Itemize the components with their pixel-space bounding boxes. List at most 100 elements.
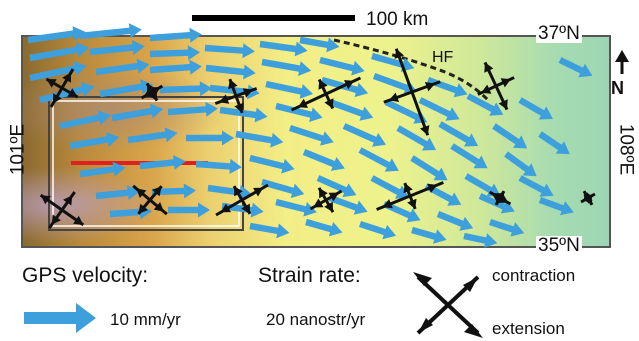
gps-arrow — [99, 79, 154, 98]
gps-arrow — [319, 56, 365, 76]
gps-arrow — [159, 81, 212, 97]
gps-arrow — [127, 127, 178, 144]
gps-arrow — [302, 149, 345, 171]
gps-velocity-arrows — [27, 23, 593, 248]
strain-arrowhead — [152, 186, 162, 197]
gps-arrow — [518, 97, 553, 120]
strain-arrowhead — [40, 195, 51, 205]
legend-strain-title: Strain rate: — [258, 264, 361, 287]
north-label: N — [611, 78, 624, 98]
strain-arrowhead — [53, 93, 62, 104]
gps-arrow — [382, 201, 421, 223]
strain-arm — [241, 183, 269, 202]
strain-arrowhead — [73, 215, 84, 225]
gps-arrow — [504, 151, 537, 177]
strain-arm — [215, 198, 243, 217]
strain-arrowhead — [241, 203, 250, 214]
strain-cross-icon — [413, 272, 483, 338]
strain-arrowhead — [313, 198, 324, 208]
legend-strain-value: 20 nanostr/yr — [266, 310, 366, 329]
gps-arrow — [149, 45, 200, 61]
gps-arrow — [151, 183, 196, 199]
gps-arrow — [358, 147, 399, 172]
strain-arrowhead — [46, 79, 57, 88]
strain-arrowhead — [324, 201, 333, 213]
gps-arrow — [139, 155, 186, 170]
longitude-label-right: 108ºE — [615, 123, 637, 176]
gps-arrow — [418, 97, 460, 121]
strain-arrowhead — [153, 202, 164, 212]
gps-arrow — [518, 175, 554, 197]
strain-arrowhead — [228, 79, 238, 90]
gps-arrow — [195, 158, 242, 174]
gps-arrow — [69, 132, 120, 150]
strain-arrowhead — [403, 183, 413, 194]
gps-arrow — [265, 80, 313, 99]
strain-arrowhead — [319, 187, 328, 199]
study-area-box-inner — [52, 100, 240, 227]
legend-extension-label: extension — [492, 319, 565, 338]
strain-arrowhead — [495, 191, 504, 202]
strain-arm — [290, 92, 327, 112]
strain-arrowhead — [242, 88, 253, 98]
strain-arrowhead — [136, 188, 147, 198]
gps-arrow — [149, 27, 202, 43]
strain-arm — [383, 90, 413, 104]
gps-arrow — [186, 130, 234, 146]
gps-arrow — [261, 178, 305, 198]
gps-arrow — [438, 121, 479, 147]
latitude-label-top: 37ºN — [536, 23, 582, 44]
gps-arrow — [359, 221, 397, 240]
gps-arrow — [95, 185, 140, 201]
strain-arrowhead — [219, 94, 230, 104]
scale-bar-label: 100 km — [366, 9, 429, 30]
gps-arrow-icon — [24, 303, 96, 333]
strain-arrowhead — [253, 187, 264, 197]
strain-arrowhead — [62, 72, 71, 83]
gps-arrow — [89, 40, 145, 56]
gps-arrow — [372, 73, 418, 95]
gps-arrow — [204, 43, 255, 59]
longitude-label-left: 101ºE — [7, 123, 29, 176]
gps-arrow — [492, 123, 528, 149]
gps-arrow — [489, 219, 525, 237]
gps-arrow — [342, 123, 386, 147]
gps-arrow — [79, 23, 142, 40]
gps-arrow — [538, 197, 574, 216]
gps-arrow — [249, 222, 290, 239]
gps-arrow — [384, 99, 428, 124]
gps-arrow — [321, 76, 369, 98]
gps-arrow — [370, 175, 410, 199]
strain-arrowhead — [481, 84, 492, 94]
gps-arrow — [79, 161, 126, 178]
legend-contraction-label: contraction — [492, 266, 576, 285]
strain-arrowhead — [234, 102, 244, 113]
strain-arm — [325, 76, 362, 96]
gps-arrow — [259, 40, 308, 57]
gps-arrow — [219, 106, 268, 123]
gps-arrow — [205, 64, 256, 80]
strain-rate-crosses — [39, 48, 596, 229]
strain-arrowhead — [394, 48, 404, 59]
strain-arrowhead — [344, 80, 355, 90]
strain-arrowhead — [234, 186, 243, 197]
strain-arrowhead — [138, 203, 148, 214]
gps-arrow — [316, 175, 357, 198]
gps-arrow — [168, 202, 210, 218]
strain-arrowhead — [297, 98, 308, 108]
gps-arrow — [111, 103, 164, 122]
gps-arrow — [275, 198, 317, 217]
strain-arrowhead — [427, 183, 438, 193]
legend-gps-value: 10 mm/yr — [110, 310, 181, 329]
strain-arrowhead — [420, 125, 430, 136]
gps-arrow — [149, 59, 202, 75]
strain-arrowhead — [484, 62, 494, 73]
gps-arrow — [235, 130, 284, 148]
gps-arrow — [289, 125, 334, 146]
gps-arrow — [29, 42, 90, 62]
gps-arrow — [305, 218, 343, 237]
strain-arrowhead — [318, 79, 328, 90]
strain-arrowhead — [67, 88, 78, 97]
